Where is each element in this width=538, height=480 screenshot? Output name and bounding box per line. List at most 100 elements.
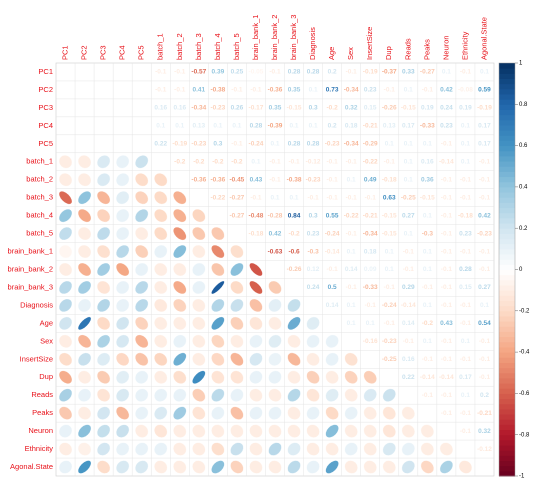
correlation-ellipse: [249, 442, 263, 456]
colorbar-segment: [499, 377, 515, 384]
correlation-ellipse: [230, 424, 244, 438]
correlation-value: -0.24: [382, 302, 397, 309]
correlation-value: 0.15: [364, 105, 377, 112]
correlation-ellipse: [306, 352, 320, 366]
correlation-value: 0: [102, 69, 106, 76]
correlation-ellipse: [344, 388, 358, 402]
correlation-value: -0.1: [460, 356, 472, 363]
correlation-ellipse: [173, 406, 187, 420]
correlation-ellipse: [439, 460, 454, 474]
correlation-value: -0.1: [422, 356, 434, 363]
colorbar-segment: [499, 248, 515, 255]
correlation-value: 0.1: [309, 123, 318, 130]
correlation-value: -0.2: [422, 320, 434, 327]
correlation-value: 0.1: [423, 266, 432, 273]
correlation-value: -0.21: [363, 123, 378, 130]
correlation-ellipse: [154, 298, 168, 313]
correlation-value: 0: [140, 69, 144, 76]
colorbar-segment: [499, 130, 515, 136]
correlation-ellipse: [135, 388, 149, 402]
colorbar-segment: [499, 326, 515, 332]
correlation-value: 0.1: [461, 123, 470, 130]
colorbar-tick-label: -0.2: [519, 308, 530, 314]
correlation-ellipse: [382, 424, 396, 438]
correlation-ellipse: [116, 262, 130, 277]
correlation-value: 0.28: [288, 141, 301, 148]
correlation-ellipse: [325, 406, 339, 420]
correlation-value: -0.48: [249, 212, 264, 219]
correlation-ellipse: [344, 406, 358, 420]
colorbar-segment: [499, 259, 515, 265]
correlation-ellipse: [58, 209, 73, 223]
row-label: batch_2: [26, 175, 53, 184]
correlation-ellipse: [154, 370, 168, 384]
correlation-value: -0.36: [210, 176, 225, 183]
correlation-value: 0.23: [459, 230, 472, 237]
correlation-ellipse: [211, 334, 225, 348]
colorbar-segment: [499, 331, 515, 338]
colorbar-segment: [499, 362, 515, 369]
colorbar-segment: [499, 150, 515, 157]
correlation-ellipse: [58, 460, 73, 474]
correlation-value: 0.24: [307, 284, 320, 291]
correlation-value: 0.39: [212, 69, 225, 76]
correlation-ellipse: [287, 298, 301, 313]
correlation-ellipse: [77, 352, 92, 366]
correlation-value: 0: [102, 87, 106, 94]
correlation-ellipse: [77, 226, 92, 241]
correlation-value: -0.6: [288, 248, 300, 255]
correlation-ellipse: [96, 460, 111, 474]
correlation-value: 0.2: [328, 123, 337, 130]
correlation-value: -0.19: [477, 105, 492, 112]
correlation-value: 0.42: [440, 87, 453, 94]
correlation-ellipse: [116, 352, 130, 366]
correlation-value: -0.33: [363, 284, 378, 291]
column-label: PC3: [99, 45, 108, 60]
colorbar-segment: [499, 171, 515, 178]
colorbar-segment: [499, 284, 515, 291]
correlation-ellipse: [173, 370, 187, 384]
correlation-value: 0.1: [347, 248, 356, 255]
correlation-value: 0.14: [345, 266, 358, 273]
colorbar-segment: [499, 83, 515, 90]
correlation-ellipse: [135, 370, 149, 384]
correlation-ellipse: [116, 334, 130, 348]
colorbar-segment: [499, 372, 515, 379]
correlation-ellipse: [96, 173, 111, 187]
correlation-value: 0.1: [480, 69, 489, 76]
correlation-ellipse: [58, 119, 73, 133]
correlation-ellipse: [268, 280, 282, 295]
colorbar-tick-label: 0: [519, 267, 523, 273]
correlation-ellipse: [306, 442, 320, 456]
correlation-ellipse: [230, 442, 244, 456]
correlation-value: 0.1: [347, 320, 356, 327]
correlation-value: 0.49: [364, 176, 377, 183]
correlation-ellipse: [135, 298, 149, 313]
correlation-ellipse: [325, 370, 339, 384]
row-label: PC5: [38, 139, 53, 148]
correlation-value: 0.18: [345, 123, 358, 130]
correlation-ellipse: [192, 226, 206, 241]
colorbar-segment: [499, 73, 515, 79]
correlation-value: 0.1: [461, 158, 470, 165]
colorbar-segment: [499, 279, 515, 286]
correlation-value: -0.15: [382, 212, 397, 219]
correlation-value: -0.1: [460, 194, 472, 201]
correlation-value: -0.21: [477, 410, 492, 417]
correlation-ellipse: [211, 460, 225, 474]
correlation-value: -0.1: [384, 320, 396, 327]
correlation-value: 0.1: [404, 158, 413, 165]
row-label: Diagnosis: [20, 300, 53, 309]
correlation-value: 0.16: [421, 158, 434, 165]
correlation-ellipse: [287, 442, 301, 456]
row-label: Peaks: [32, 408, 53, 417]
correlation-ellipse: [173, 262, 187, 277]
colorbar-segment: [499, 346, 515, 353]
correlation-value: -0.14: [401, 302, 416, 309]
row-label: brain_bank_1: [8, 247, 53, 256]
correlation-value: -0.27: [229, 194, 244, 201]
correlation-value: -0.36: [268, 87, 283, 94]
correlation-value: -0.18: [382, 176, 397, 183]
colorbar-tick-label: 1: [519, 61, 523, 67]
